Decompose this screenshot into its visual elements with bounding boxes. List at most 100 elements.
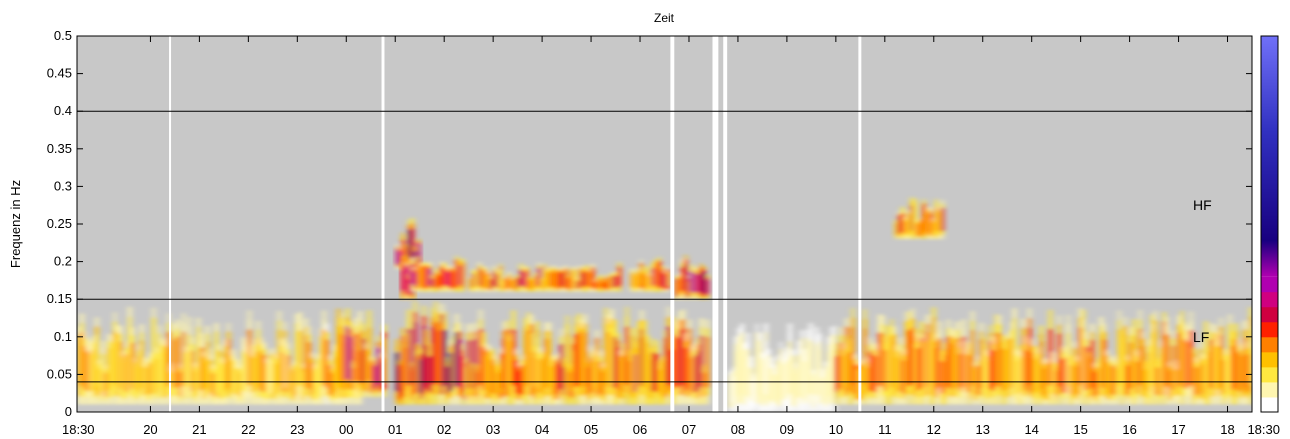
heat-cell: [1237, 352, 1241, 392]
data-gap: [169, 36, 172, 412]
heat-cell: [1009, 338, 1014, 388]
heat-cell: [1024, 350, 1029, 391]
heat-cell: [758, 348, 763, 397]
heat-blob: [409, 255, 465, 292]
heat-cell: [1234, 339, 1238, 389]
heat-cell: [853, 364, 858, 395]
heat-cell: [1249, 326, 1252, 385]
heat-cell: [910, 327, 915, 386]
heat-cell: [680, 267, 685, 292]
heat-cell: [1231, 346, 1235, 390]
heat-cell: [578, 270, 583, 287]
heat-cell: [451, 272, 456, 287]
y-axis-label: Frequenz in Hz: [8, 180, 23, 268]
heat-cell: [1204, 337, 1209, 388]
heat-cell: [575, 280, 580, 289]
heat-cell: [316, 364, 321, 395]
heat-cell: [431, 326, 435, 386]
heat-cell: [448, 352, 453, 392]
heat-cell: [731, 376, 736, 403]
heat-cell: [139, 340, 144, 389]
colorbar-swatch: [1261, 321, 1278, 338]
heat-cell: [268, 360, 273, 394]
x-tick-label: 18: [1220, 422, 1234, 437]
heat-blob: [630, 256, 671, 292]
heat-cell: [1033, 357, 1038, 393]
heat-cell: [507, 275, 512, 288]
heat-cell: [1015, 360, 1020, 394]
heat-cell: [820, 377, 825, 404]
heat-cell: [1243, 337, 1247, 388]
heat-cell: [880, 333, 885, 387]
heat-cell: [1147, 352, 1152, 392]
heat-cell: [1054, 370, 1059, 396]
y-tick-label: 0: [65, 404, 72, 419]
heat-cell: [1186, 341, 1191, 389]
data-gap: [723, 36, 728, 412]
heat-cell: [550, 366, 555, 395]
heat-cell: [699, 335, 704, 388]
heat-cell: [416, 244, 421, 263]
heat-cell: [106, 347, 111, 391]
heat-cell: [370, 364, 375, 389]
heat-cell: [943, 355, 948, 393]
heat-cell: [639, 329, 644, 386]
heat-cell: [472, 339, 477, 389]
heat-cell: [342, 342, 347, 384]
heat-cell: [605, 278, 610, 289]
heat-cell: [517, 370, 522, 396]
heat-cell: [1096, 367, 1101, 396]
heat-cell: [1228, 332, 1232, 387]
heat-cell: [501, 281, 506, 290]
heat-cell: [256, 337, 261, 388]
heat-cell: [973, 370, 978, 396]
heat-cell: [364, 354, 369, 387]
heat-cell: [565, 333, 570, 387]
heat-cell: [466, 340, 471, 389]
heat-cell: [583, 332, 588, 387]
heat-cell: [681, 328, 686, 386]
heat-cell: [439, 324, 444, 385]
heat-cell: [484, 356, 489, 393]
colorbar-swatch: [1261, 366, 1278, 383]
heat-cell: [419, 359, 424, 394]
heat-cell: [463, 367, 468, 396]
heat-cell: [486, 275, 491, 288]
heat-cell: [832, 343, 837, 395]
heat-blob: [336, 308, 387, 397]
heat-cell: [625, 326, 629, 385]
heat-cell: [115, 341, 120, 389]
heat-cell: [616, 347, 620, 391]
heat-cell: [401, 239, 406, 262]
heat-cell: [1180, 329, 1185, 386]
heat-cell: [223, 352, 228, 392]
heat-cell: [460, 265, 465, 286]
heat-cell: [424, 268, 429, 286]
heat-cell: [541, 362, 546, 394]
heat-cell: [412, 272, 417, 287]
heat-cell: [413, 251, 418, 265]
heat-cell: [451, 343, 456, 390]
heat-cell: [401, 343, 406, 390]
heat-cell: [728, 378, 733, 404]
heat-cell: [894, 223, 899, 236]
heat-cell: [1177, 333, 1182, 387]
x-tick-label: 04: [535, 422, 549, 437]
heat-cell: [232, 360, 237, 394]
heat-blob: [463, 306, 710, 405]
heat-cell: [808, 340, 813, 395]
x-tick-label: 11: [878, 422, 892, 437]
heat-cell: [543, 269, 548, 287]
heat-cell: [410, 228, 415, 259]
heat-cell: [755, 341, 760, 395]
heat-cell: [805, 345, 810, 396]
heat-cell: [418, 268, 423, 286]
heat-cell: [976, 365, 981, 395]
x-tick-label: 07: [682, 422, 696, 437]
heat-cell: [800, 346, 804, 396]
heat-cell: [838, 342, 843, 389]
heat-cell: [925, 332, 930, 387]
heat-cell: [958, 353, 963, 392]
heat-cell: [379, 362, 384, 389]
